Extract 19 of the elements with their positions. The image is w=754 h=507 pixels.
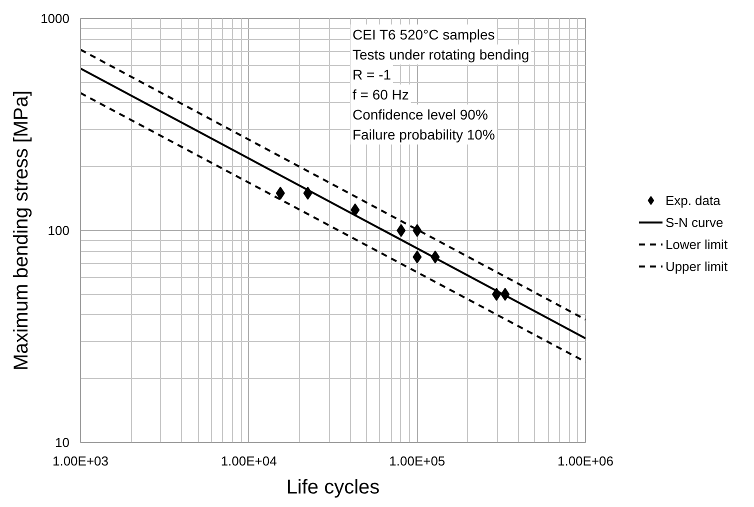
x-tick-label: 1.00E+05: [389, 454, 446, 468]
annotation: Failure probability 10%: [352, 126, 495, 142]
legend-label: Upper limit: [665, 258, 728, 274]
y-tick-label: 10: [55, 435, 70, 450]
x-axis-title: Life cycles: [286, 476, 380, 498]
x-tick-label: 1.00E+04: [220, 454, 277, 468]
x-tick-label: 1.00E+03: [52, 454, 109, 468]
annotation: Confidence level 90%: [352, 106, 488, 122]
legend-label: Exp. data: [665, 192, 720, 208]
y-axis-title: Maximum bending stress [MPa]: [10, 90, 33, 371]
annotation: CEI T6 520°C samples: [352, 26, 495, 42]
legend-label: Lower limit: [665, 236, 728, 252]
annotation: Tests under rotating bending: [352, 46, 530, 62]
annotation: f = 60 Hz: [352, 86, 409, 102]
y-tick-label: 100: [48, 223, 70, 238]
legend-label: S-N curve: [665, 214, 724, 230]
annotation: R = -1: [352, 66, 392, 82]
x-tick-label: 1.00E+06: [557, 454, 614, 468]
y-tick-label: 1000: [40, 11, 70, 26]
